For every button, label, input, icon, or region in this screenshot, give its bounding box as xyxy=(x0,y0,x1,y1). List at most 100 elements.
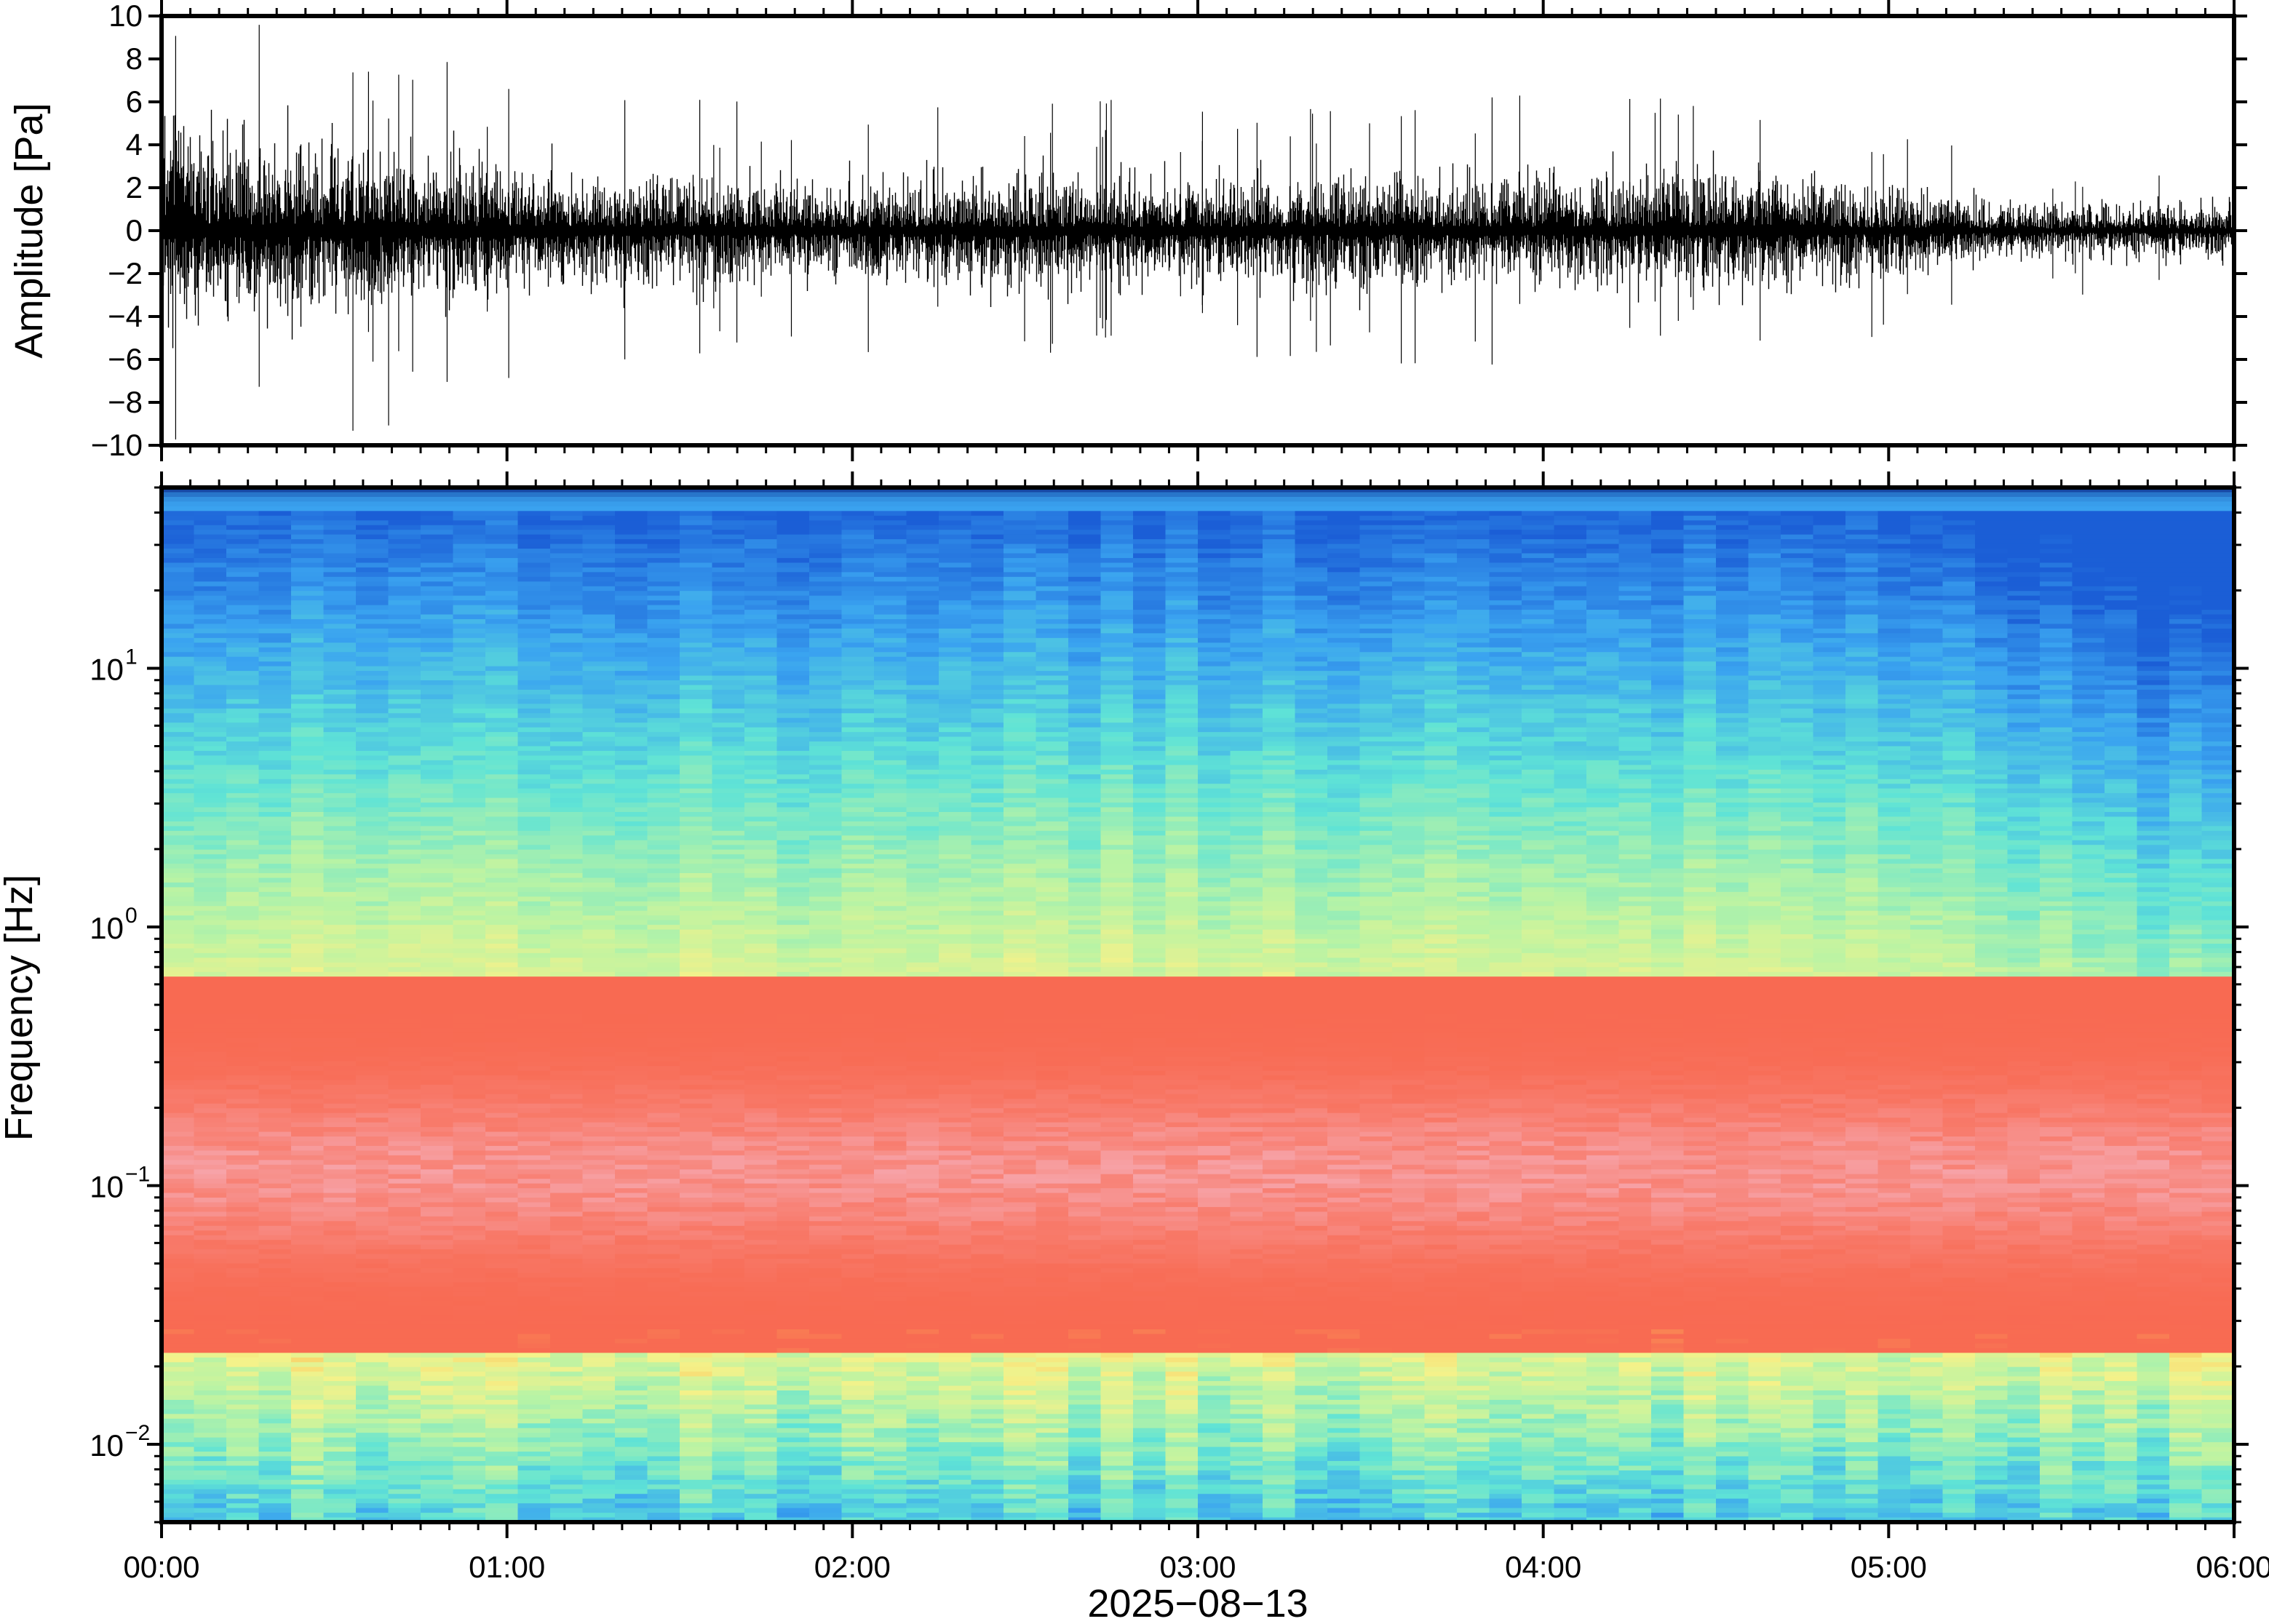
spectrogram-cell xyxy=(647,1456,680,1462)
spectrogram-cell xyxy=(162,671,195,677)
spectrogram-cell xyxy=(517,816,551,822)
spectrogram-cell xyxy=(356,1494,389,1500)
spectrogram-cell xyxy=(485,1150,519,1156)
spectrogram-cell xyxy=(356,680,389,686)
spectrogram-cell xyxy=(582,1508,616,1513)
spectrogram-cell xyxy=(421,962,454,968)
spectrogram-cell xyxy=(162,1183,195,1189)
spectrogram-cell xyxy=(680,1446,713,1452)
spectrogram-cell xyxy=(453,1291,486,1297)
spectrogram-cell xyxy=(712,971,745,978)
spectrogram-cell xyxy=(323,1051,357,1057)
spectrogram-cell xyxy=(485,1277,519,1283)
spectrogram-cell xyxy=(453,1296,486,1302)
spectrogram-cell xyxy=(550,1112,584,1118)
spectrogram-cell xyxy=(485,1357,519,1364)
spectrogram-cell xyxy=(388,1315,421,1321)
spectrogram-cell xyxy=(162,1517,195,1522)
spectrogram-cell xyxy=(582,1470,616,1476)
spectrogram-cell xyxy=(615,1174,648,1179)
spectrogram-cell xyxy=(647,1277,680,1283)
spectrogram-cell xyxy=(453,1475,486,1481)
spectrogram-cell xyxy=(291,1198,325,1203)
spectrogram-cell xyxy=(453,1409,486,1415)
spectrogram-cell xyxy=(194,600,227,606)
spectrogram-cell xyxy=(258,1263,292,1269)
spectrogram-cell xyxy=(744,1075,778,1081)
spectrogram-cell xyxy=(258,1465,292,1471)
spectrogram-cell xyxy=(680,910,713,916)
spectrogram-cell xyxy=(809,689,843,696)
spectrogram-cell xyxy=(194,1094,227,1100)
spectrogram-cell xyxy=(615,882,648,888)
spectrogram-cell xyxy=(421,1193,454,1198)
spectrogram-cell xyxy=(258,1286,292,1293)
spectrogram-cell xyxy=(582,1244,616,1250)
spectrogram-cell xyxy=(712,967,745,973)
spectrogram-cell xyxy=(647,920,680,926)
waveform-y-tick-label: 0 xyxy=(126,213,143,247)
spectrogram-cell xyxy=(356,901,389,907)
spectrogram-cell xyxy=(453,1099,486,1104)
spectrogram-cell xyxy=(680,1221,713,1227)
spectrogram-cell xyxy=(550,1174,584,1179)
spectrogram-cell xyxy=(162,1494,195,1500)
spectrogram-cell xyxy=(517,1230,551,1236)
spectrogram-cell xyxy=(615,1428,648,1433)
spectrogram-cell xyxy=(874,986,907,992)
spectrogram-cell xyxy=(226,797,260,803)
spectrogram-cell xyxy=(680,1193,713,1198)
spectrogram-cell xyxy=(744,750,778,757)
spectrogram-cell xyxy=(647,1225,680,1232)
spectrogram-cell xyxy=(841,1019,875,1024)
spectrogram-cell xyxy=(226,854,260,860)
spectrogram-cell xyxy=(615,1155,648,1161)
spectrogram-cell xyxy=(841,887,875,893)
spectrogram-cell xyxy=(615,544,648,549)
spectrogram-cell xyxy=(874,755,907,761)
spectrogram-cell xyxy=(517,1282,551,1288)
spectrogram-cell xyxy=(356,1131,389,1137)
spectrogram-cell xyxy=(582,1310,616,1316)
spectrogram-cell xyxy=(291,746,325,752)
spectrogram-cell xyxy=(388,990,421,996)
spectrogram-cell xyxy=(323,915,357,921)
spectrogram-cell xyxy=(194,586,227,592)
spectrogram-cell xyxy=(194,1395,227,1401)
spectrogram-cell xyxy=(323,680,357,686)
spectrogram-cell xyxy=(809,845,843,851)
spectrogram-cell xyxy=(421,1235,454,1241)
spectrogram-cell xyxy=(194,698,227,705)
spectrogram-cell xyxy=(226,694,260,700)
spectrogram-cell xyxy=(744,1244,778,1250)
spectrogram-cell xyxy=(647,1395,680,1401)
spectrogram-cell xyxy=(517,1433,551,1438)
spectrogram-cell xyxy=(485,1286,519,1293)
spectrogram-cell xyxy=(162,1428,195,1433)
spectrogram-cell xyxy=(323,717,357,723)
spectrogram-cell xyxy=(291,633,325,639)
spectrogram-cell xyxy=(194,943,227,950)
spectrogram-cell xyxy=(582,906,616,912)
spectrogram-cell xyxy=(776,553,810,559)
spectrogram-cell xyxy=(841,1475,875,1481)
spectrogram-cell xyxy=(744,1164,778,1171)
spectrogram-cell xyxy=(550,1452,584,1457)
spectrogram-cell xyxy=(776,1395,810,1401)
spectrogram-cell xyxy=(744,1225,778,1232)
spectrogram-cell xyxy=(582,1320,616,1326)
spectrogram-cell xyxy=(258,1508,292,1513)
spectrogram-cell xyxy=(680,1112,713,1118)
spectrogram-cell xyxy=(744,732,778,738)
spectrogram-cell xyxy=(517,1061,551,1067)
spectrogram-cell xyxy=(809,1494,843,1500)
spectrogram-cell xyxy=(517,1362,551,1368)
spectrogram-cell xyxy=(680,736,713,742)
spectrogram-cell xyxy=(388,986,421,992)
spectrogram-cell xyxy=(550,1244,584,1250)
spectrogram-cell xyxy=(615,1508,648,1513)
spectrogram-cell xyxy=(356,1498,389,1504)
spectrogram-cell xyxy=(680,859,713,864)
spectrogram-cell xyxy=(809,1310,843,1316)
spectrogram-cell xyxy=(615,1202,648,1208)
